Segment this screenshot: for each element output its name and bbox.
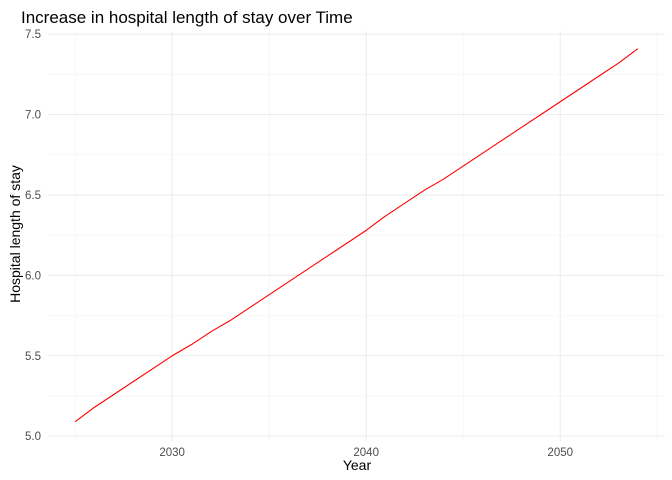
x-tick-label: 2040 — [353, 447, 379, 459]
y-tick-label: 6.0 — [25, 270, 41, 282]
y-tick-label: 7.5 — [25, 29, 41, 41]
y-tick-label: 5.5 — [25, 351, 41, 363]
y-tick-label: 6.5 — [25, 190, 41, 202]
series-line — [74, 48, 639, 423]
chart-title: Increase in hospital length of stay over… — [21, 8, 353, 27]
series-layer — [74, 48, 639, 423]
x-axis-title: Year — [343, 457, 372, 473]
y-tick-label: 7.0 — [25, 110, 41, 122]
y-axis-ticks: 5.0 5.5 6.0 6.5 7.0 7.5 — [25, 29, 41, 443]
y-tick-label: 5.0 — [25, 431, 41, 443]
y-axis-title: Hospital length of stay — [7, 165, 23, 303]
grid — [48, 31, 665, 441]
x-tick-label: 2050 — [547, 447, 573, 459]
x-axis-ticks: 2030 2040 2050 — [159, 447, 573, 459]
x-tick-label: 2030 — [159, 447, 185, 459]
